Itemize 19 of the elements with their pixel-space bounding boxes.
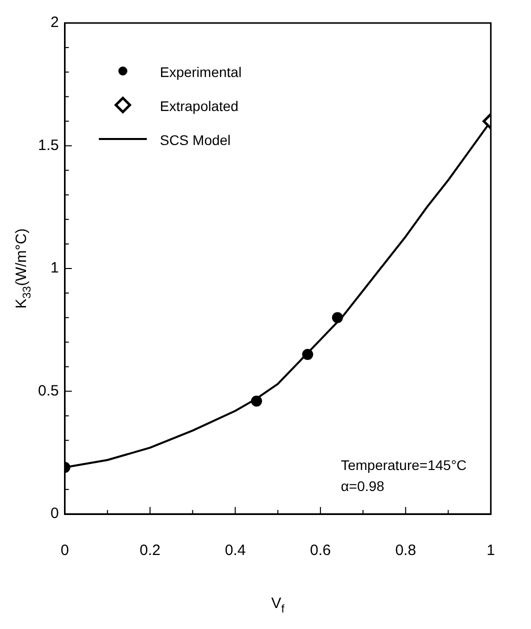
y-axis-title: K33(W/m°C) — [13, 228, 34, 309]
y-tick-label: 1 — [50, 260, 59, 277]
x-tick-label: 0.4 — [224, 542, 246, 560]
x-tick-label: 0.2 — [140, 542, 160, 560]
y-tick-label: 0 — [50, 505, 59, 522]
point — [251, 396, 262, 407]
y-tick-label: 2 — [50, 14, 59, 32]
annotation: Temperature=145°C — [340, 456, 467, 473]
legend-label: Extrapolated — [160, 98, 238, 114]
x-tick-label: 0.6 — [310, 542, 331, 560]
y-tick-label: 0.5 — [38, 382, 59, 400]
x-tick-label: 1 — [486, 542, 495, 560]
y-tick-label: 1.5 — [38, 136, 59, 154]
point — [332, 312, 343, 324]
x-tick-label: 0.8 — [395, 542, 416, 560]
legend-label: Experimental — [160, 64, 242, 80]
point — [302, 348, 314, 360]
annotation: α=0.98 — [340, 478, 385, 494]
legend-label: SCS Model — [160, 132, 231, 148]
